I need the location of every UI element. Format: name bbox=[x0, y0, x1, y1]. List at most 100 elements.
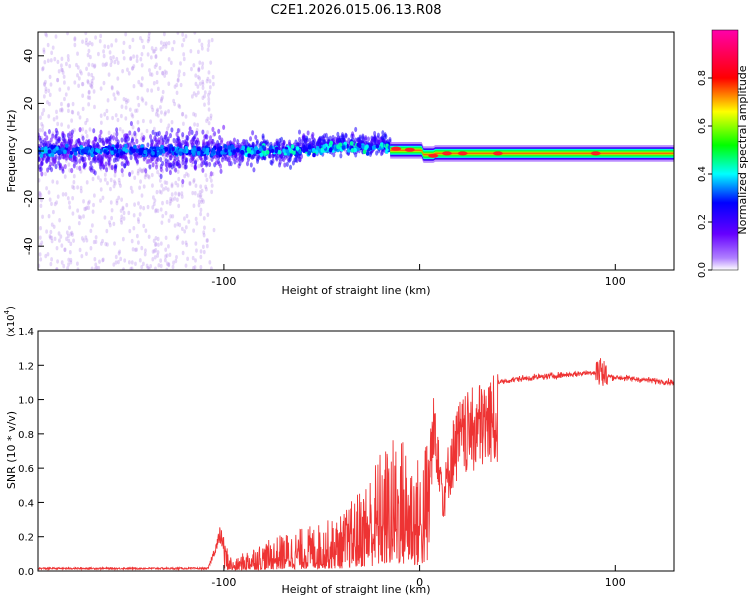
spectrogram-cell bbox=[196, 74, 200, 80]
spectrogram-cell bbox=[102, 49, 105, 54]
spectrogram-cell bbox=[196, 122, 200, 128]
spectrogram-cell bbox=[191, 149, 195, 154]
spectrogram-cell bbox=[52, 148, 57, 153]
spectrogram-cell bbox=[178, 148, 183, 153]
spectrogram-cell bbox=[41, 67, 44, 72]
spectrogram-cell bbox=[150, 88, 154, 93]
spectrogram-cell bbox=[122, 267, 125, 270]
spectrogram-cell bbox=[147, 234, 151, 239]
spectrogram-cell bbox=[146, 174, 150, 179]
spectrogram-cell bbox=[99, 178, 103, 183]
spectrogram-cell bbox=[160, 183, 164, 188]
spectrogram-cell bbox=[127, 71, 131, 76]
snr-y-ticks: 0.0 0.2 0.4 0.6 0.8 1.0 1.2 1.4 bbox=[18, 327, 44, 578]
spectrogram-cell bbox=[140, 193, 144, 198]
spectrogram-cell bbox=[174, 258, 178, 264]
spectrogram-cell bbox=[66, 103, 70, 108]
spectrogram-peak bbox=[492, 151, 503, 156]
spectrogram-cell bbox=[64, 192, 68, 197]
spectrogram-cell bbox=[127, 260, 131, 265]
spectrogram-cell bbox=[304, 147, 309, 152]
snr-y-tick-label: 0.2 bbox=[18, 533, 34, 544]
spectrogram-cell bbox=[259, 147, 263, 152]
spectrogram-cell bbox=[75, 62, 78, 68]
spectrogram-cell bbox=[84, 120, 88, 126]
spectrogram-cell bbox=[167, 40, 171, 46]
spectrogram-cell bbox=[251, 143, 255, 149]
spectrogram-cell bbox=[184, 225, 188, 230]
spectrogram-cell bbox=[144, 248, 147, 253]
spectrogram-cell bbox=[274, 148, 278, 154]
spectrogram-cell bbox=[38, 235, 42, 240]
colorbar: 0.0 0.2 0.4 0.6 0.8 Normalized spectral ampl… bbox=[697, 29, 749, 278]
spectrogram-cell bbox=[147, 149, 152, 154]
spectrogram-cell bbox=[196, 90, 200, 95]
spectrogram-cell bbox=[71, 184, 74, 190]
spectrogram-cell bbox=[233, 159, 237, 165]
spectrogram-cell bbox=[90, 78, 94, 84]
spectrogram-cell bbox=[210, 156, 214, 162]
colorbar-tick-label: 0.4 bbox=[697, 166, 708, 182]
spectrogram-cell bbox=[156, 86, 160, 92]
spectrogram-cell bbox=[41, 111, 44, 117]
spectrogram-cell bbox=[134, 108, 137, 113]
spectrogram-cell bbox=[128, 228, 132, 234]
spectrogram-cell bbox=[76, 111, 80, 116]
spectrogram-cell bbox=[205, 118, 208, 124]
spectrogram-cell bbox=[45, 135, 49, 141]
spectrogram-cell bbox=[105, 61, 108, 67]
spectrogram-cell bbox=[168, 155, 172, 161]
spectrogram-cell bbox=[164, 44, 168, 49]
spectrogram-cell bbox=[80, 71, 83, 76]
spectrogram-cell bbox=[201, 81, 205, 87]
spectrogram-cell bbox=[96, 148, 101, 154]
spectrogram-cell bbox=[76, 208, 80, 213]
spectrogram-cell bbox=[156, 250, 160, 255]
spectrogram-cell bbox=[94, 35, 97, 40]
spectrogram-cell bbox=[91, 75, 95, 81]
spectrogram-cell bbox=[108, 138, 112, 144]
spectrogram-cell bbox=[82, 238, 86, 243]
spectrogram-cell bbox=[56, 59, 60, 65]
spectrogram-y-label: Frequency (Hz) bbox=[5, 110, 18, 193]
spectrogram-cell bbox=[247, 148, 251, 153]
spectrogram-cell bbox=[145, 263, 149, 269]
spectrogram-cell bbox=[85, 66, 88, 72]
spectrogram-cell bbox=[151, 151, 155, 156]
spectrogram-cell bbox=[135, 54, 139, 59]
spectrogram-cell bbox=[179, 61, 182, 66]
spectrogram-cell bbox=[205, 134, 209, 140]
spectrogram-cell bbox=[193, 32, 197, 35]
spectrogram-cell bbox=[163, 134, 167, 140]
spectrogram-cell bbox=[67, 124, 70, 129]
spectrogram-cell bbox=[71, 101, 75, 107]
spectrogram-cell bbox=[176, 183, 180, 188]
spectrogram-cell bbox=[72, 185, 76, 191]
spectrogram-cell bbox=[181, 250, 185, 256]
spectrogram-cell bbox=[79, 185, 83, 191]
spectrogram-cell bbox=[197, 203, 201, 208]
spectrogram-cell bbox=[121, 206, 125, 211]
spectrogram-cell bbox=[39, 226, 42, 231]
spectrogram-cell bbox=[202, 230, 206, 235]
spectrogram-cell bbox=[38, 127, 42, 133]
spectrogram-cell bbox=[60, 63, 63, 68]
spectrogram-cell bbox=[78, 247, 82, 253]
spectrogram-cell bbox=[200, 188, 204, 194]
spectrogram-cell bbox=[90, 153, 95, 158]
spectrogram-cell bbox=[202, 199, 205, 204]
spectrogram-cell bbox=[63, 96, 66, 102]
spectrogram-cell bbox=[146, 52, 150, 57]
spectrogram-cell bbox=[47, 114, 51, 119]
spectrogram-cell bbox=[117, 251, 121, 256]
spectrogram-cell bbox=[72, 163, 76, 169]
spectrogram-cell bbox=[302, 133, 306, 139]
spectrogram-cell bbox=[181, 132, 185, 138]
spectrogram-cell bbox=[151, 205, 155, 210]
spectrogram-cell bbox=[67, 257, 71, 263]
spectrogram-cell bbox=[164, 186, 168, 191]
spectrogram-cell bbox=[165, 70, 168, 76]
spectrogram-cell bbox=[79, 188, 83, 194]
spectrogram-cell bbox=[140, 169, 144, 174]
snr-multiplier-base: (x10 bbox=[6, 314, 17, 337]
